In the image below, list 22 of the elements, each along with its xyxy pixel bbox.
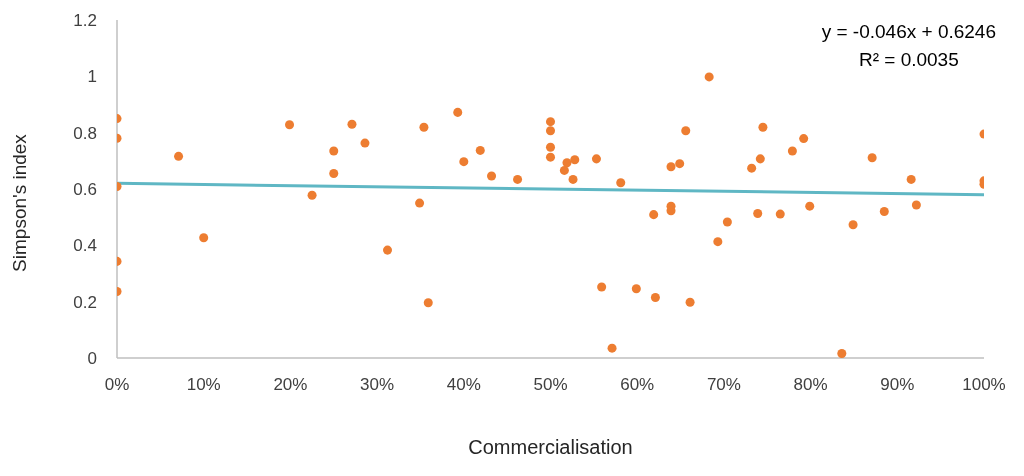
y-tick-label: 0.2 xyxy=(73,292,97,312)
y-axis-title: Simpson's index xyxy=(9,134,31,272)
annotation: y = -0.046x + 0.6246 xyxy=(821,21,996,42)
y-tick-label: 0 xyxy=(87,349,97,369)
y-tick-label: 0.8 xyxy=(73,123,97,143)
x-tick-label: 20% xyxy=(273,375,308,395)
x-tick-label: 90% xyxy=(880,375,915,395)
x-tick-label: 50% xyxy=(533,375,568,395)
y-tick-label: 1 xyxy=(87,67,97,87)
x-tick-label: 30% xyxy=(360,375,395,395)
x-tick-label: 80% xyxy=(793,375,828,395)
y-tick-label: 1.2 xyxy=(73,11,97,31)
x-axis-title: Commercialisation xyxy=(467,436,634,459)
x-tick-label: 100% xyxy=(962,375,1006,395)
y-tick-label: 0.4 xyxy=(73,236,97,256)
x-tick-label: 0% xyxy=(104,375,130,395)
x-tick-label: 40% xyxy=(446,375,481,395)
x-tick-label: 10% xyxy=(186,375,221,395)
annotation: R² = 0.0035 xyxy=(858,49,959,70)
x-tick-label: 70% xyxy=(706,375,741,395)
y-tick-label: 0.6 xyxy=(73,180,97,200)
x-tick-label: 60% xyxy=(620,375,655,395)
